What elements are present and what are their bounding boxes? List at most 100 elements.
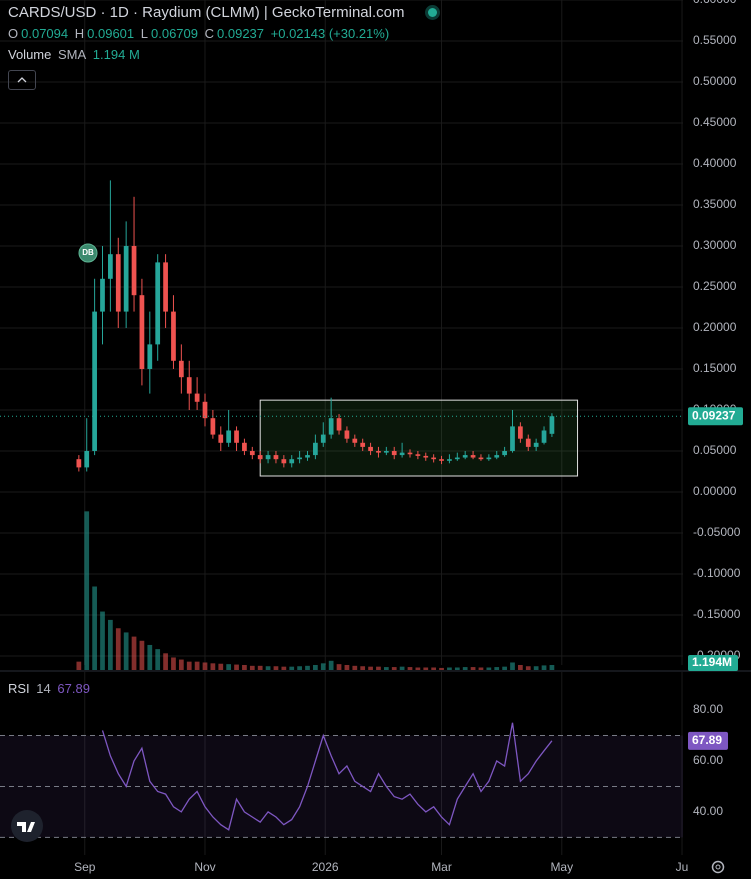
volume-bar — [549, 665, 555, 670]
volume-bar — [226, 664, 232, 670]
volume-bar — [155, 649, 161, 670]
y-tick-label: 0.35000 — [693, 197, 737, 211]
ohlc-label: C — [204, 26, 215, 41]
volume-bar — [242, 664, 247, 670]
volume-bar — [352, 665, 358, 670]
candle-body — [281, 459, 287, 464]
logo-circle — [11, 810, 43, 842]
marker-circle — [78, 243, 98, 263]
volume-bar — [328, 660, 334, 670]
ohlc-label: H — [74, 26, 85, 41]
volume-bar — [494, 667, 500, 670]
volume-bar — [163, 653, 168, 670]
candle-body — [163, 262, 168, 312]
rsi-tick-label: 60.00 — [693, 753, 723, 767]
volume-bar — [376, 666, 381, 670]
candle-body — [100, 278, 105, 312]
grid — [0, 0, 683, 855]
ohlc-label: L — [140, 26, 148, 41]
volume-bar — [147, 644, 153, 670]
ohlc-change: +0.02143 (+30.21%) — [270, 26, 390, 41]
volume-bar — [210, 663, 216, 670]
volume-bar — [194, 661, 200, 670]
rsi-legend: RSI 14 67.89 — [8, 681, 93, 696]
volume-bar — [415, 667, 421, 670]
candle-body — [131, 245, 137, 296]
candle-body — [407, 452, 413, 455]
volume-badge — [688, 655, 738, 671]
plot: DB — [0, 180, 683, 838]
volume-bar — [186, 661, 192, 670]
candle-body — [108, 254, 113, 279]
last-price-label: 0.09237 — [692, 408, 736, 422]
rsi-line — [101, 722, 553, 831]
candle-body — [399, 452, 405, 456]
candle-body — [147, 344, 153, 369]
axes: SepNov2026MarMayJu-0.20000-0.15000-0.100… — [74, 0, 743, 874]
rsi-tick-label: 40.00 — [693, 804, 723, 818]
symbol-title: CARDS/USD · 1D · Raydium (CLMM) | GeckoT… — [8, 4, 405, 21]
volume-sma-label: SMA — [58, 47, 87, 62]
candle-body — [115, 254, 121, 312]
rsi-title: RSI — [8, 681, 30, 696]
candle-body — [155, 262, 161, 345]
volume-badge-label: 1.194M — [692, 655, 732, 669]
candle-body — [297, 457, 302, 460]
volume-bar — [281, 666, 287, 670]
gear-icon — [711, 860, 725, 874]
candle-body — [415, 454, 421, 456]
volume-bar — [541, 665, 547, 670]
y-tick-label: -0.10000 — [693, 566, 741, 580]
last-price-badge — [688, 407, 743, 426]
candle-body — [525, 438, 531, 447]
volume-bar — [139, 640, 145, 670]
candle-body — [486, 457, 492, 460]
collapse-button[interactable] — [8, 70, 36, 90]
settings-button[interactable] — [711, 860, 725, 874]
volume-bar — [510, 662, 515, 670]
x-tick-label: Nov — [194, 860, 215, 874]
y-tick-label: 0.40000 — [693, 156, 737, 170]
volume-bar — [518, 664, 523, 670]
candle-body — [305, 455, 310, 458]
candle-body — [454, 457, 460, 460]
candle-body — [336, 418, 342, 431]
candle-body — [494, 455, 500, 458]
marker-label: DB — [82, 248, 94, 257]
candle-body — [218, 434, 224, 443]
volume-bar — [399, 666, 405, 670]
volume-title: Volume — [8, 47, 52, 62]
volume-bar — [202, 662, 208, 670]
y-tick-label: 0.30000 — [693, 238, 737, 252]
y-tick-label: 0.50000 — [693, 74, 737, 88]
y-tick-label: 0.20000 — [693, 320, 737, 334]
candle-body — [76, 459, 82, 468]
rsi-value: 67.89 — [57, 681, 90, 696]
volume-bar — [257, 665, 263, 670]
volume-bar — [249, 665, 255, 670]
y-tick-label: -0.05000 — [693, 525, 741, 539]
x-tick-label: Mar — [431, 860, 452, 874]
logo[interactable] — [11, 810, 43, 842]
candle-body — [352, 438, 358, 443]
range-box — [259, 399, 579, 477]
volume-bar — [297, 666, 302, 670]
candle-body — [186, 377, 192, 394]
y-tick-label: 0.45000 — [693, 115, 737, 129]
volume-bar — [273, 666, 279, 670]
candle-body — [92, 311, 97, 451]
candle-body — [84, 450, 90, 468]
candle-body — [478, 457, 484, 460]
volume-bar — [100, 611, 105, 670]
volume-sma-value: 1.194 M — [92, 47, 140, 62]
candle-body — [502, 450, 507, 456]
volume-bar — [431, 667, 437, 670]
y-tick-label: 0.55000 — [693, 33, 737, 47]
candle-body — [123, 245, 129, 312]
ohlc-value: 0.07094 — [21, 26, 69, 41]
volume-bar — [84, 511, 90, 670]
volume-bar — [368, 666, 373, 670]
x-tick-label: Sep — [74, 860, 96, 874]
